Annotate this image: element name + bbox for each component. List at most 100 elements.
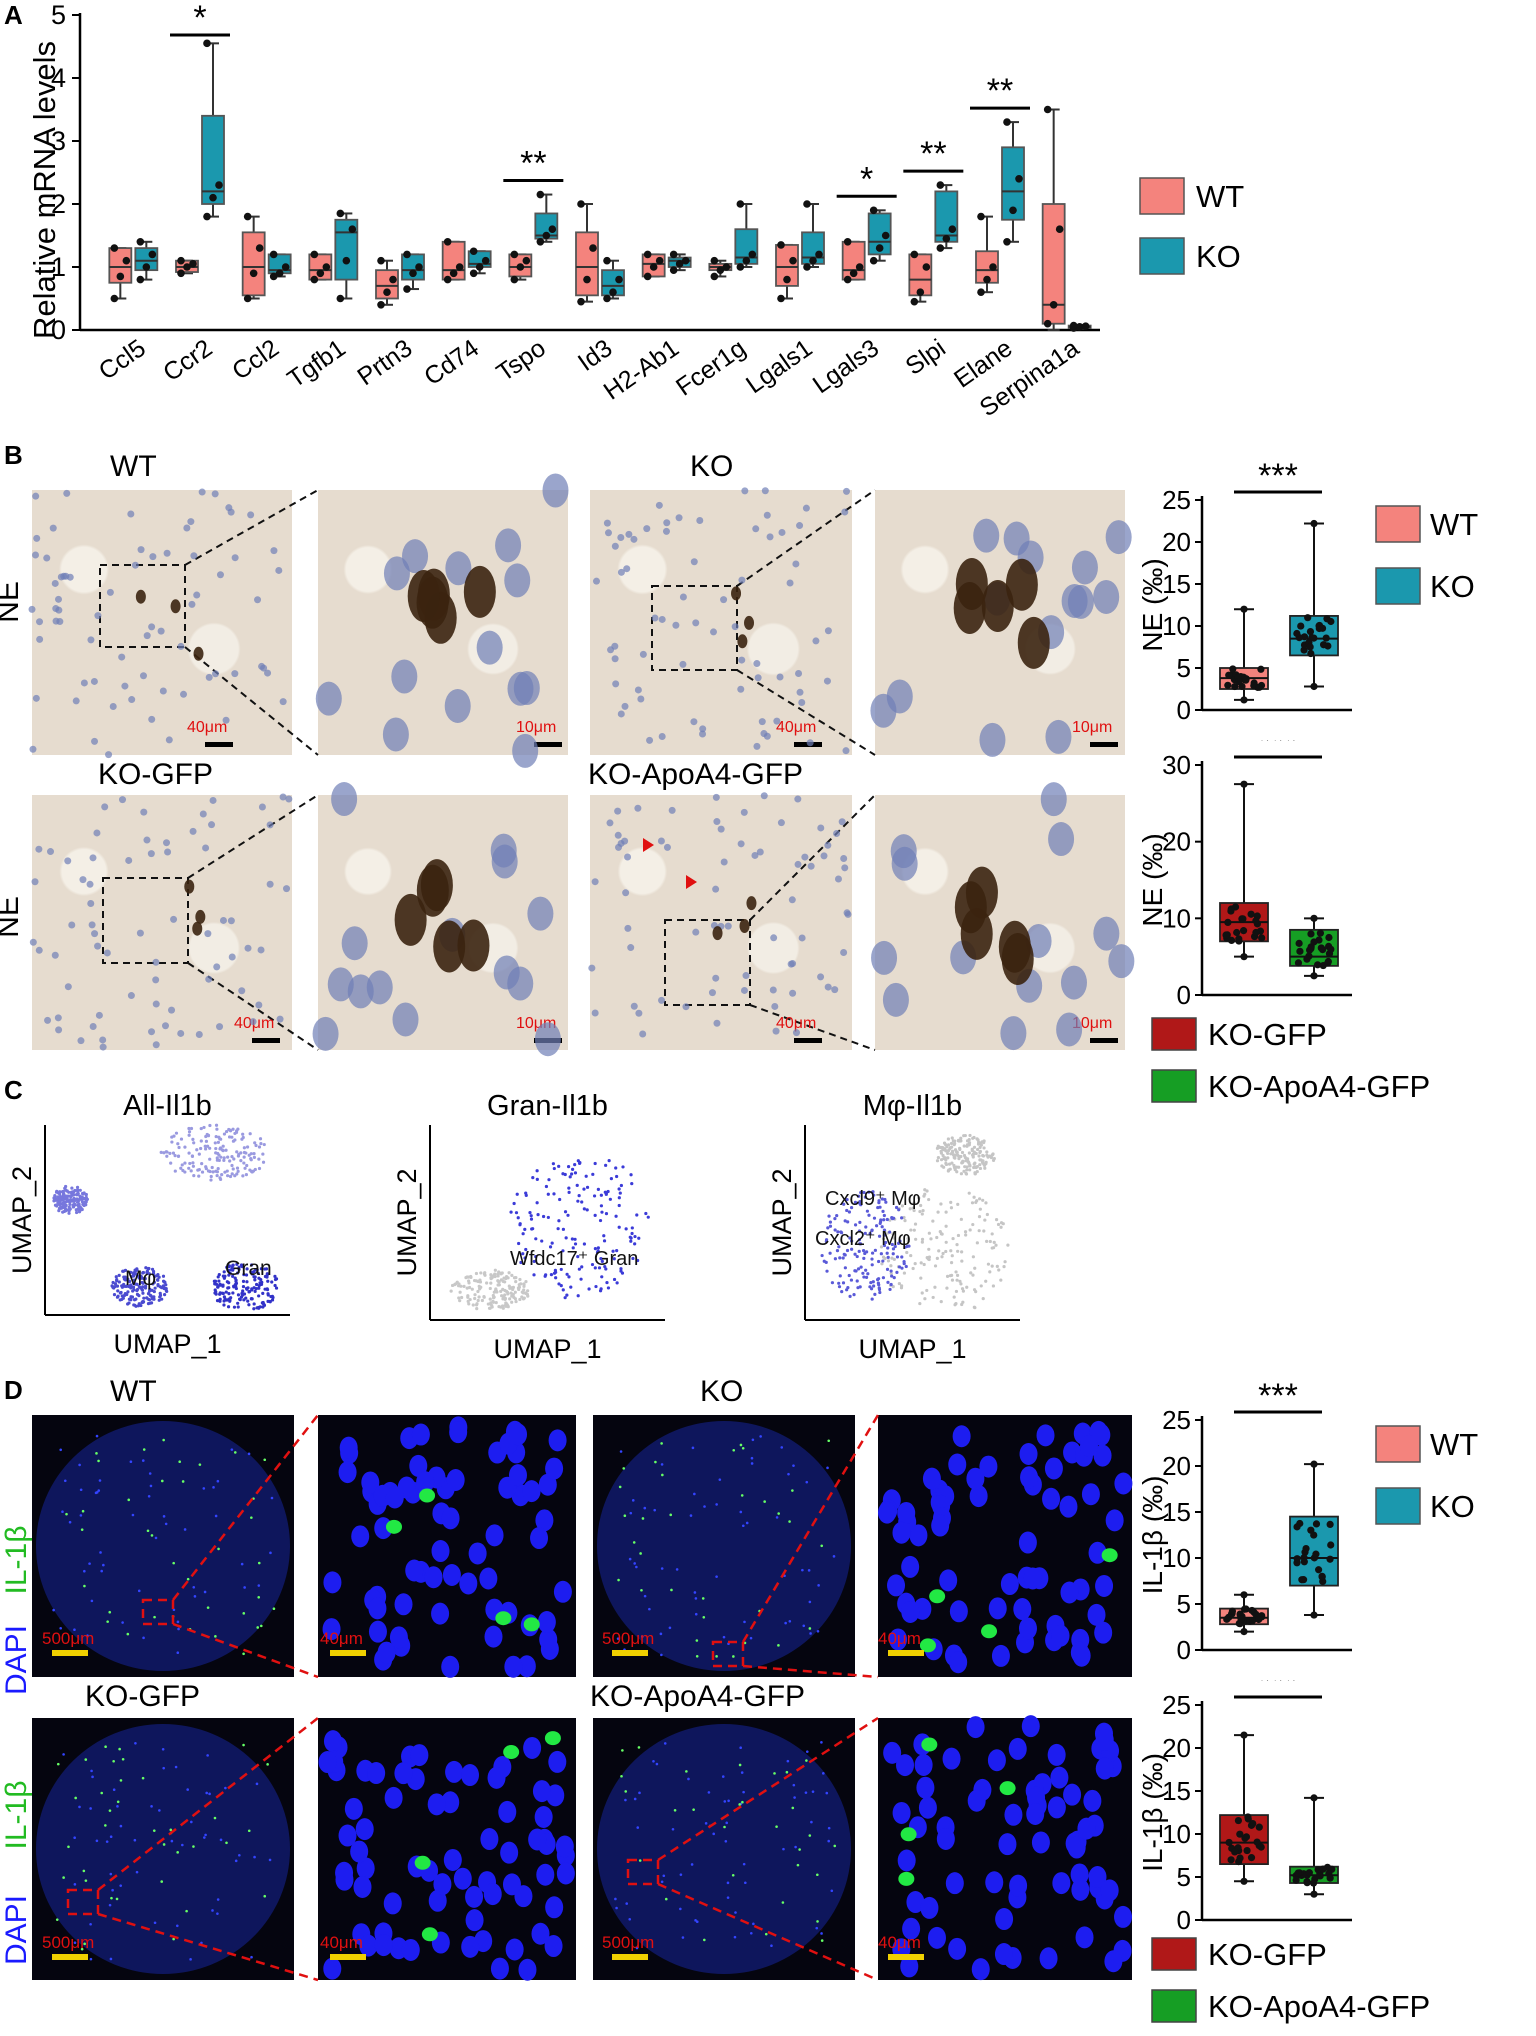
nucleus bbox=[170, 915, 178, 923]
nucleus bbox=[820, 852, 828, 860]
box-wt-serpina1a bbox=[1041, 203, 1066, 325]
cell-dot bbox=[664, 1897, 668, 1901]
dapi-nucleus bbox=[484, 1625, 503, 1648]
cell-point bbox=[174, 1131, 179, 1135]
cell-point bbox=[633, 1234, 637, 1239]
cell-point bbox=[152, 1280, 156, 1284]
cell-point bbox=[563, 1296, 567, 1300]
nucleus bbox=[202, 844, 210, 852]
cell-dot bbox=[216, 1912, 219, 1915]
scale-bar-label: 40μm bbox=[776, 719, 816, 736]
cell-point bbox=[236, 1271, 240, 1275]
dapi-nucleus bbox=[459, 1572, 478, 1595]
cell-point bbox=[892, 1276, 896, 1280]
cell-point bbox=[890, 1256, 894, 1260]
cell-dot bbox=[129, 1460, 133, 1464]
cell-dot bbox=[79, 1514, 83, 1517]
nucleus bbox=[758, 718, 766, 726]
cell-dot bbox=[625, 1902, 629, 1905]
nucleus bbox=[542, 473, 569, 508]
neutrophil-stain bbox=[981, 579, 1014, 632]
cell-point bbox=[552, 1271, 557, 1275]
nucleus bbox=[205, 673, 213, 681]
nucleus bbox=[655, 501, 663, 509]
cell-point bbox=[925, 1288, 929, 1293]
cell-dot bbox=[826, 1466, 829, 1470]
cell-point bbox=[886, 1246, 890, 1250]
panel-b-legends: WT KO bbox=[1375, 505, 1478, 605]
cell-point bbox=[935, 1235, 939, 1240]
nucleus bbox=[86, 880, 94, 888]
cell-point bbox=[967, 1191, 971, 1195]
cell-dot bbox=[134, 1741, 137, 1745]
crop-box-wt bbox=[99, 564, 186, 648]
data-point bbox=[1255, 1823, 1263, 1831]
data-point bbox=[942, 234, 951, 243]
cell-point bbox=[557, 1164, 561, 1168]
dapi-nucleus bbox=[1052, 1872, 1071, 1895]
cell-point bbox=[893, 1244, 897, 1249]
data-point bbox=[389, 275, 397, 284]
nucleus bbox=[106, 588, 114, 596]
cell-point bbox=[239, 1158, 243, 1163]
cell-point bbox=[250, 1288, 254, 1292]
cell-point bbox=[955, 1242, 959, 1247]
cell-dot bbox=[146, 1529, 150, 1533]
data-point bbox=[516, 263, 525, 271]
data-point bbox=[577, 200, 585, 208]
cell-dot bbox=[119, 1884, 123, 1887]
cell-dot bbox=[635, 1565, 638, 1569]
cell-point bbox=[234, 1278, 238, 1282]
cell-dot bbox=[109, 1835, 113, 1838]
cell-point bbox=[949, 1261, 954, 1265]
nucleus bbox=[118, 653, 126, 661]
cell-point bbox=[600, 1210, 604, 1214]
nucleus bbox=[643, 525, 651, 533]
il1b-signal bbox=[981, 1624, 998, 1639]
cell-point bbox=[79, 1206, 83, 1210]
cell-point bbox=[988, 1239, 992, 1244]
cell-point bbox=[593, 1161, 597, 1166]
cell-point bbox=[227, 1292, 231, 1296]
cell-point bbox=[449, 1289, 453, 1293]
cell-point bbox=[524, 1280, 528, 1284]
y-tick-label: 0 bbox=[51, 315, 66, 345]
cell-dot bbox=[663, 1742, 667, 1745]
nucleus bbox=[33, 534, 41, 542]
dapi-nucleus bbox=[1075, 1926, 1094, 1949]
y-tick-label: 1 bbox=[51, 252, 66, 282]
nucleus bbox=[266, 880, 274, 888]
nucleus bbox=[604, 529, 612, 537]
scale-bar bbox=[52, 1954, 88, 1960]
box-ko-lgals3 bbox=[867, 212, 892, 256]
cell-point bbox=[204, 1134, 208, 1139]
cell-point bbox=[273, 1283, 277, 1288]
nucleus bbox=[806, 739, 814, 747]
dapi-nucleus bbox=[987, 1749, 1006, 1772]
cell-point bbox=[870, 1263, 874, 1267]
nucleus bbox=[208, 821, 216, 829]
il1b-signal bbox=[900, 1827, 917, 1842]
cell-point bbox=[543, 1274, 547, 1278]
cell-dot bbox=[141, 1776, 145, 1780]
data-point bbox=[1307, 649, 1315, 658]
data-point bbox=[577, 297, 585, 306]
cell-point bbox=[129, 1286, 133, 1290]
cell-point bbox=[488, 1286, 492, 1291]
cell-point bbox=[231, 1127, 235, 1131]
nucleus bbox=[127, 992, 135, 1000]
nucleus bbox=[195, 1030, 203, 1038]
cell-point bbox=[881, 1237, 886, 1241]
cell-point bbox=[927, 1247, 931, 1251]
cell-point bbox=[139, 1303, 143, 1308]
cell-dot bbox=[722, 1635, 726, 1639]
nucleus bbox=[630, 1002, 638, 1010]
cell-point bbox=[53, 1195, 57, 1200]
data-point bbox=[789, 256, 797, 265]
cell-point bbox=[54, 1190, 59, 1194]
data-point bbox=[983, 275, 991, 284]
cell-point bbox=[263, 1267, 267, 1271]
nucleus bbox=[285, 795, 293, 803]
nucleus bbox=[752, 525, 760, 533]
data-point bbox=[1326, 1555, 1334, 1563]
